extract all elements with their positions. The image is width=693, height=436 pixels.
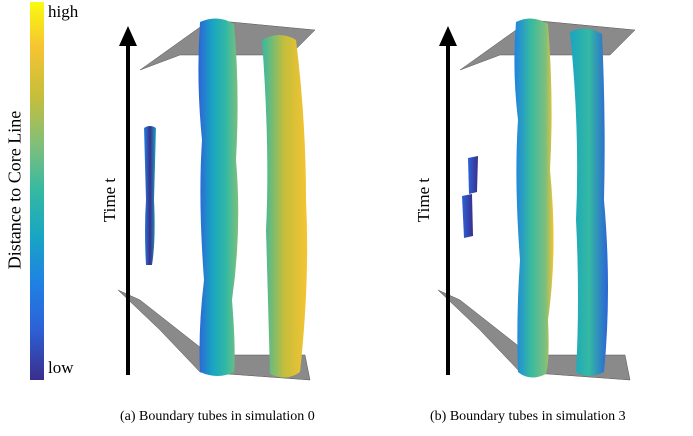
boundary-tube-2 [262, 35, 308, 378]
boundary-tube-2 [570, 28, 608, 376]
panel-a: Time t [100, 0, 360, 390]
panel-b: Time t [414, 0, 680, 390]
time-axis-label: Time t [414, 177, 433, 223]
time-arrow-head [119, 26, 137, 46]
colorbar-low-label: low [48, 358, 74, 377]
colorbar-high-label: high [48, 2, 79, 21]
small-tube-fragment-lower [462, 194, 473, 238]
small-tube [144, 126, 156, 265]
boundary-tube-1 [514, 18, 554, 378]
boundary-tube-1 [198, 18, 239, 376]
time-arrow-head [439, 26, 457, 46]
caption-a: (a) Boundary tubes in simulation 0 [120, 409, 315, 424]
colorbar-title: Distance to Core Line [4, 110, 25, 270]
time-axis-label: Time t [100, 177, 119, 223]
panel-b-figure [437, 18, 636, 381]
boundary-plane-bottom [117, 289, 311, 381]
small-tube-fragment-upper [468, 156, 478, 194]
colorbar [30, 2, 44, 380]
caption-b: (b) Boundary tubes in simulation 3 [430, 409, 626, 424]
panel-a-figure [117, 18, 316, 381]
